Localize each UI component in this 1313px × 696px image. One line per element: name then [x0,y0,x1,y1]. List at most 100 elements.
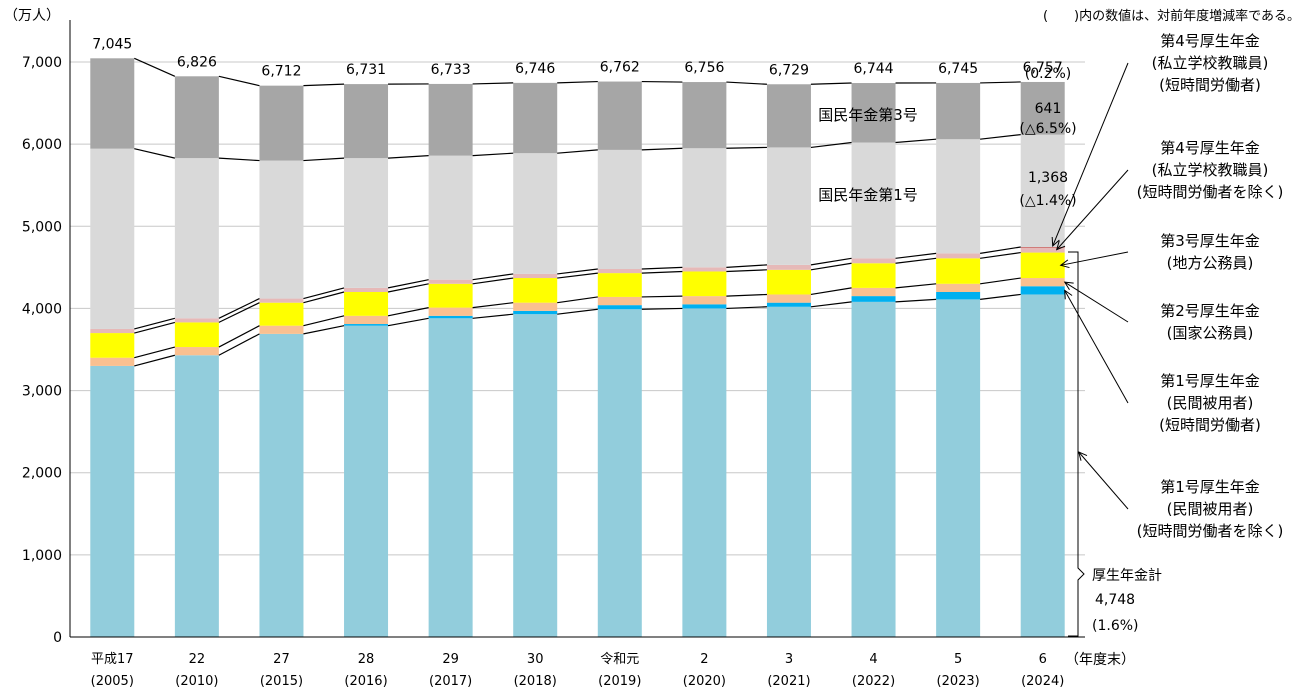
bar-segment-3 [766,269,811,295]
total-label: 6,733 [431,62,471,78]
bar-segment-2 [344,315,389,325]
callout-text-0: (私立学校教職員) [1152,54,1269,72]
bar-segment-7 [1020,81,1065,135]
callout-text-5: 第1号厚生年金 [1160,478,1260,496]
connector-line [134,148,176,159]
bar-segment-3 [1020,252,1065,279]
callout-arrowhead-2 [1059,259,1070,269]
callout-leader-3 [1064,281,1129,323]
connector-line [303,315,345,327]
bar-segment-0 [344,325,389,637]
bar-segment-7 [259,85,304,161]
bar-segment-3 [513,278,558,303]
connector-line [810,82,852,85]
bar-segment-0 [513,314,558,637]
x-tick-label-year: (2023) [937,674,980,689]
bar-segment-4 [766,264,811,270]
total-label: 6,746 [515,61,555,77]
callout-text-1: (短時間労働者を除く) [1137,183,1284,201]
connector-line [980,251,1021,259]
connector-line [387,279,429,289]
callout-arrowhead-4 [1064,289,1073,300]
callout-arrowhead-5 [1077,451,1088,461]
callout-arrowhead-0 [1051,236,1060,248]
callout-text-0: 第4号厚生年金 [1160,32,1260,50]
legend-callouts: 第4号厚生年金 (私立学校教職員) (短時間労働者) 第4号厚生年金 (私立学校教職員)… [1051,32,1284,540]
callout-text-4: 第1号厚生年金 [1160,372,1260,390]
bar-segment-0 [174,355,219,637]
bar-segment-4 [851,258,896,264]
bar-segment-2 [428,307,473,316]
total-label: 6,744 [853,61,893,77]
x-tick-label: 29 [442,652,459,667]
bar-segment-2 [597,296,642,306]
callout-text-3: 第2号厚生年金 [1160,302,1260,320]
bar-segment-6 [174,158,219,319]
bar-segment-0 [1020,294,1065,637]
connector-line [726,264,767,268]
bar-segment-0 [682,308,727,637]
callout-text-1: (私立学校教職員) [1152,161,1269,179]
bar-segment-4 [682,267,727,272]
connector-line [895,257,937,264]
bar-segment-0 [597,309,642,637]
axes: 0 1,000 2,000 3,000 4,000 5,000 6,000 7,000 [22,20,1085,646]
connector-line [557,272,598,279]
connector-line [218,325,260,348]
bar-segment-1 [597,305,642,310]
bar-segment-4 [344,287,389,292]
x-tick-label-year: (2016) [344,674,387,689]
nenkin1-growth-label: (△1.4%) [1019,193,1076,209]
bar-segment-2 [174,347,219,356]
bar-segment-7 [597,81,642,150]
callout-arrowhead-3 [1063,281,1074,291]
x-tick-label-year: (2020) [683,674,726,689]
bar-segment-2 [766,294,811,303]
connector-line [726,293,767,297]
total-label: 6,756 [684,60,724,76]
bar-segment-7 [682,82,727,149]
connector-line [726,146,767,149]
x-tick-label-year: (2019) [598,674,641,689]
bar-segment-7 [766,84,811,148]
callout-text-5: (短時間労働者を除く) [1137,522,1284,540]
connector-line [218,75,260,87]
connector-line [895,252,937,259]
callout-text-4: (短時間労働者) [1159,416,1261,434]
bar-segment-0 [428,318,473,637]
connector-line [980,246,1021,254]
bar-segment-7 [936,82,981,140]
bar-segment-1 [428,315,473,319]
connector-line [980,134,1021,140]
x-tick-label: 22 [189,652,206,667]
bar-segment-1 [766,302,811,307]
bar-segment-2 [513,302,558,311]
x-tick-label-year: (2005) [91,674,134,689]
connector-line [726,269,767,273]
x-tick-label: 2 [700,652,708,667]
bar-segment-2 [259,325,304,334]
connector-line [895,298,937,303]
callout-leader-0 [1052,62,1129,247]
bar-segment-3 [428,283,473,308]
bar-segment-3 [259,302,304,326]
connector-line [810,301,852,308]
kosei-total-value: 4,748 [1095,592,1135,608]
x-tick-label: 27 [273,652,290,667]
y-tick-label: 0 [53,630,62,646]
bar-segment-2 [90,357,135,366]
bar-segment-4 [174,318,219,323]
connector-line [557,308,598,315]
bar-segment-1 [851,296,896,302]
connector-line [134,354,176,367]
connector-line [980,81,1021,84]
connector-line [218,157,260,162]
bar-segment-0 [766,306,811,637]
inner-label-nenkin3: 国民年金第3号 [818,106,918,124]
inner-label-nenkin1: 国民年金第1号 [818,186,918,204]
bar-segment-4 [259,298,304,303]
x-tick-label-year: (2010) [175,674,218,689]
bar-segment-3 [851,263,896,288]
total-growth-label: (0.2%) [1025,66,1072,82]
